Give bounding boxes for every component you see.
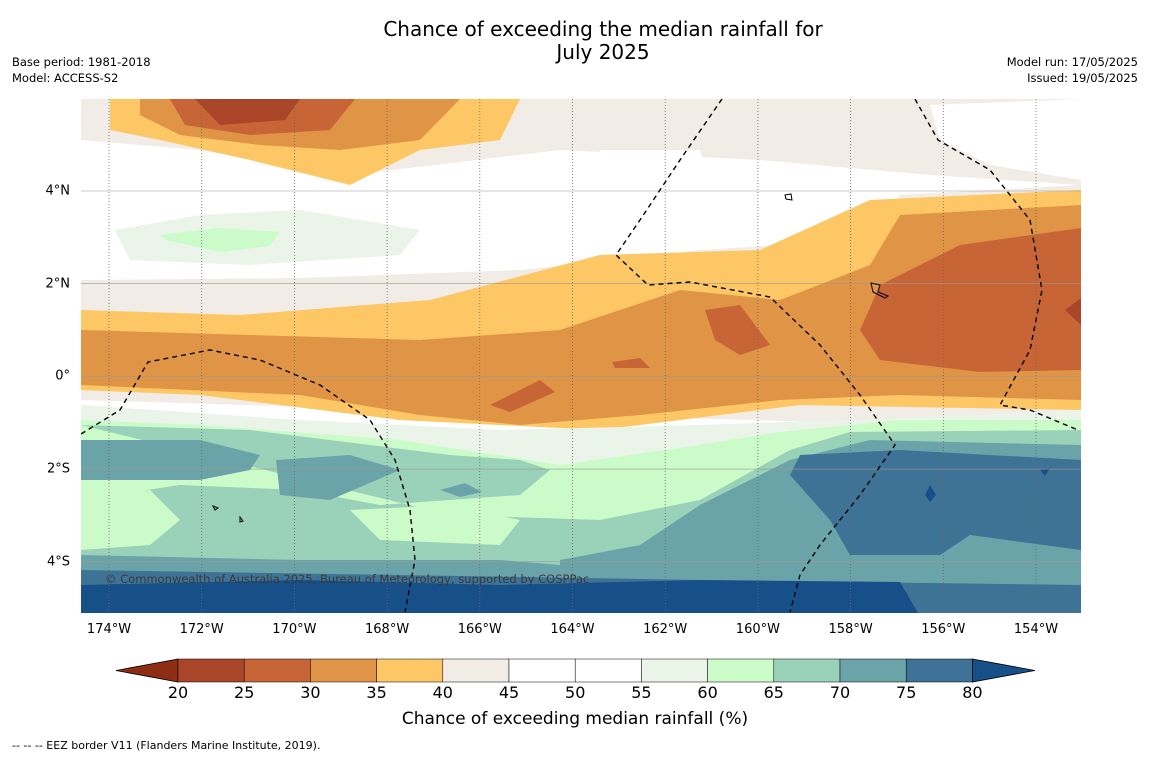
model-run: Model run: 17/05/2025 [1006, 55, 1138, 69]
patch-20-east [1065, 298, 1081, 325]
island-4 [239, 515, 244, 523]
colorbar-segment [310, 658, 377, 683]
patch-south-65-west [81, 490, 180, 550]
longitude-label: 174°W [86, 622, 132, 637]
eez-border-west [81, 349, 416, 613]
chart-title: Chance of exceeding the median rainfall … [0, 18, 1150, 64]
colorbar-tick-label: 20 [167, 683, 189, 702]
eez-border-far-east [914, 99, 1079, 431]
longitude-label: 164°W [550, 622, 595, 637]
colorbar-label: Chance of exceeding median rainfall (%) [401, 709, 749, 729]
colorbar-segment [641, 658, 708, 683]
longitude-label: 156°W [921, 622, 966, 637]
colorbar-segment [574, 658, 642, 683]
band-south-80 [81, 450, 1081, 613]
title-line-2: July 2025 [556, 40, 650, 64]
colorbar-segment [376, 658, 444, 683]
patch-north-white [600, 150, 710, 195]
rainfall-map [81, 99, 1081, 613]
patch-north-white-2 [930, 99, 1081, 180]
colorbar-segment [243, 658, 311, 683]
colorbar-tick-label: 25 [234, 683, 255, 702]
longitude-label: 166°W [457, 622, 502, 637]
colorbar-tick-label: 75 [896, 683, 917, 702]
colorbar-extend-low [115, 658, 179, 683]
longitude-label: 168°W [365, 622, 410, 637]
colorbar-segment [905, 658, 973, 683]
longitude-label: 172°W [179, 622, 224, 637]
longitude-label: 170°W [272, 622, 317, 637]
latitude-label: 2°N [45, 276, 71, 292]
colorbar-tick-label: 40 [432, 683, 453, 702]
latitude-label: 4°N [45, 183, 71, 199]
band-south-85 [81, 580, 918, 613]
islands [211, 193, 890, 523]
colorbar-segment [707, 658, 775, 683]
band-north-20 [195, 99, 300, 125]
latitude-label: 0° [55, 368, 70, 384]
colorbar-tick-label: 50 [565, 683, 586, 702]
colorbar-tick-label: 65 [763, 683, 784, 702]
colorbar-segment [839, 658, 907, 683]
patch-south-75-small [440, 483, 482, 497]
patch-25-east [860, 228, 1081, 372]
latitude-label: 2°S [46, 461, 70, 477]
colorbar-tick-label: 35 [366, 683, 387, 702]
patch-25-small [612, 358, 650, 368]
run-info: Model run: 17/05/2025 Issued: 19/05/2025 [1007, 54, 1138, 86]
island-3 [211, 505, 220, 511]
latitude-label: 4°S [46, 554, 70, 570]
colorbar-segment [442, 658, 510, 683]
band-equator-30 [81, 205, 1081, 425]
island-2 [870, 282, 890, 299]
colorbar-segment [773, 658, 841, 683]
colorbar-tick-label: 55 [631, 683, 652, 702]
copyright-notice: © Commonwealth of Australia 2025, Bureau… [105, 572, 590, 586]
longitude-label: 160°W [735, 622, 780, 637]
colorbar-tick-label: 80 [962, 683, 983, 702]
eez-border-east [615, 99, 896, 613]
map-grid [81, 99, 1081, 613]
title-line-1: Chance of exceeding the median rainfall … [383, 17, 823, 41]
island-1 [784, 193, 793, 201]
patch-25-south [490, 380, 555, 412]
eez-borders [81, 99, 1079, 613]
base-info: Base period: 1981-2018 Model: ACCESS-S2 [12, 54, 151, 86]
colorbar-tick-label: 70 [829, 683, 851, 702]
colorbar-segment [508, 658, 576, 683]
model-name: Model: ACCESS-S2 [12, 71, 119, 85]
colorbar-extend-high [972, 658, 1036, 683]
patch-north-65 [160, 228, 280, 252]
longitude-label: 154°W [1013, 622, 1059, 637]
colorbar-tick-label: 45 [498, 683, 520, 702]
patch-25-center [705, 305, 770, 355]
longitude-label: 158°W [828, 622, 873, 637]
longitude-label: 162°W [643, 622, 688, 637]
colorbar-tick-label: 60 [697, 683, 718, 702]
colorbar-segment [177, 658, 245, 683]
eez-footnote: -- -- -- EEZ border V11 (Flanders Marine… [12, 739, 321, 752]
base-period: Base period: 1981-2018 [12, 55, 151, 69]
patch-south-65-mid [350, 505, 520, 545]
issued-date: Issued: 19/05/2025 [1027, 71, 1138, 85]
colorbar-tick-label: 30 [300, 683, 321, 702]
